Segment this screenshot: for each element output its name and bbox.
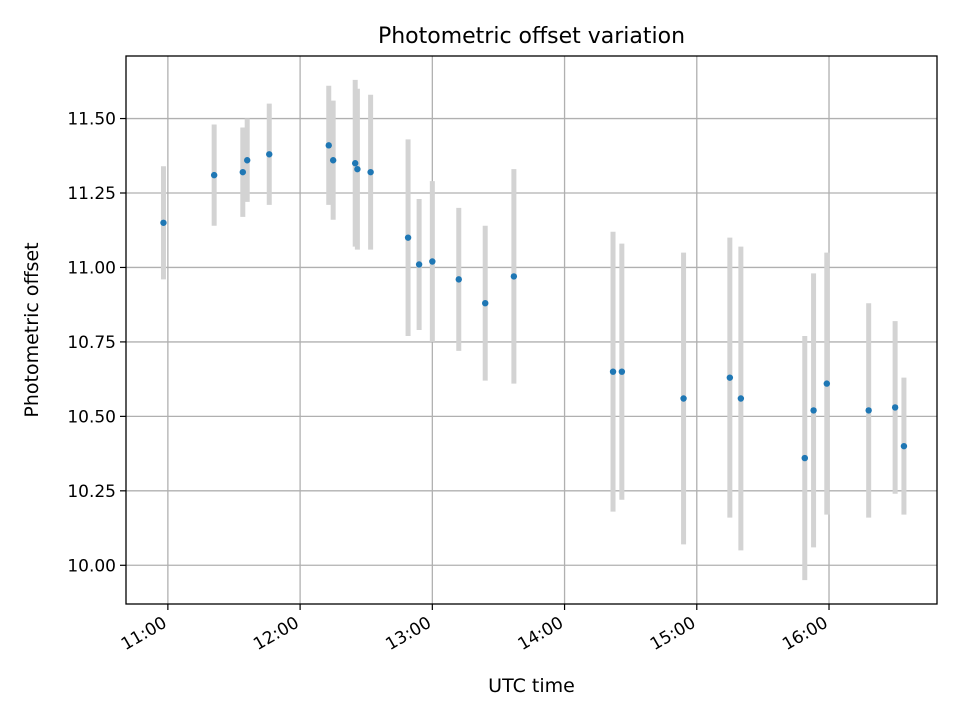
data-point: [266, 151, 273, 158]
x-tick-label: 15:00: [647, 613, 699, 655]
data-point: [329, 157, 337, 164]
y-axis: 10.00 10.25 10.50 10.75 11.00 11.25 11.50: [67, 110, 126, 576]
x-tick-label: 13:00: [382, 613, 434, 655]
data-point: [510, 273, 518, 280]
data-point: [823, 380, 831, 387]
data-point: [801, 454, 808, 462]
y-tick-label: 11.50: [67, 110, 116, 130]
data-point: [404, 234, 412, 241]
data-point: [239, 168, 247, 176]
data-point: [351, 160, 359, 167]
data-point: [810, 407, 817, 414]
y-axis-label: Photometric offset: [21, 242, 43, 417]
data-point: [900, 442, 908, 450]
data-point: [737, 395, 745, 402]
data-point: [680, 395, 687, 402]
x-tick-label: 16:00: [779, 613, 831, 655]
data-point: [367, 168, 374, 176]
data-point: [244, 157, 251, 164]
chart-title: Photometric offset variation: [378, 24, 685, 49]
y-tick-label: 10.00: [67, 556, 116, 576]
data-point: [455, 276, 462, 283]
y-tick-label: 10.75: [67, 333, 116, 353]
data-point: [325, 142, 332, 149]
y-tick-label: 11.00: [67, 258, 116, 278]
y-tick-label: 10.50: [67, 407, 116, 427]
x-axis: 11:00 12:00 13:00 14:00 15:00 16:00: [118, 604, 832, 655]
x-tick-label: 14:00: [515, 613, 567, 655]
data-point: [865, 407, 872, 414]
x-tick-label: 11:00: [118, 613, 170, 655]
data-point: [609, 368, 617, 375]
data-point: [618, 368, 626, 375]
data-point: [210, 171, 218, 179]
x-tick-label: 12:00: [250, 613, 302, 655]
x-axis-label: UTC time: [488, 675, 575, 697]
data-point: [891, 404, 899, 411]
error-bars: [160, 79, 907, 581]
y-tick-label: 11.25: [67, 184, 116, 204]
data-point: [726, 374, 734, 381]
data-points: [160, 142, 908, 462]
data-point: [354, 165, 361, 173]
data-point: [429, 258, 436, 265]
plot-frame: [125, 55, 938, 605]
y-tick-label: 10.25: [67, 482, 116, 502]
data-point: [482, 299, 489, 307]
data-point: [160, 219, 167, 226]
data-point: [415, 261, 423, 268]
